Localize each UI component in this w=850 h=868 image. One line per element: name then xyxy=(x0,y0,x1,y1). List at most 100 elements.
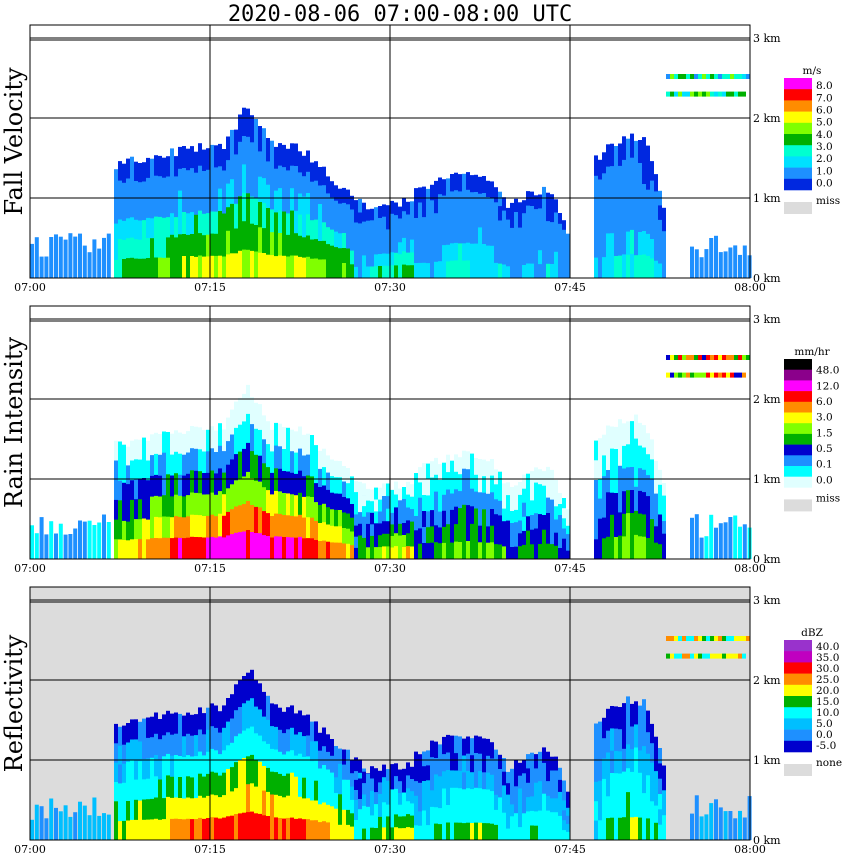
x-tick-label: 07:30 xyxy=(374,562,406,575)
precip-cell xyxy=(502,264,506,279)
precip-cell xyxy=(502,826,506,841)
precip-cell xyxy=(234,710,238,737)
precip-cell xyxy=(434,457,438,476)
precip-cell xyxy=(654,753,658,772)
precip-cell xyxy=(294,233,298,257)
precip-cell xyxy=(358,481,362,496)
precip-cell xyxy=(214,189,218,213)
legend-level-label: 0.0 xyxy=(816,474,833,486)
precip-cell xyxy=(238,760,242,788)
precip-cell xyxy=(490,229,494,247)
precip-cell xyxy=(502,508,506,522)
precip-cell xyxy=(266,536,270,560)
legend-missing-swatch xyxy=(784,764,812,776)
precip-cell xyxy=(198,188,202,212)
precip-cell xyxy=(122,163,126,184)
precip-cell xyxy=(654,510,658,527)
precip-cell xyxy=(242,249,246,279)
precip-cell xyxy=(278,729,282,753)
precip-cell xyxy=(514,826,518,841)
precip-cell xyxy=(386,769,390,782)
precip-cell xyxy=(494,247,498,264)
sample-strip-cell xyxy=(702,372,706,378)
precip-cell xyxy=(662,802,666,816)
precip-cell xyxy=(442,245,446,263)
precip-cell xyxy=(226,535,230,560)
precip-cell xyxy=(394,763,398,777)
precip-cell xyxy=(418,513,422,529)
precip-cell xyxy=(134,459,138,480)
precip-cell xyxy=(146,778,150,800)
precip-cell xyxy=(286,751,290,774)
precip-cell xyxy=(194,492,198,516)
precip-cell xyxy=(198,449,202,472)
precip-cell xyxy=(310,497,314,519)
precip-cell xyxy=(198,515,202,538)
precip-cell xyxy=(186,170,190,193)
precip-cell xyxy=(290,165,294,189)
precip-cell xyxy=(374,511,378,524)
x-tick-label: 07:00 xyxy=(14,843,46,856)
precip-cell xyxy=(566,233,570,242)
precip-cell xyxy=(114,782,118,802)
precip-cell xyxy=(346,824,350,841)
precip-cell xyxy=(634,209,638,233)
precip-cell xyxy=(174,537,178,560)
precip-cell xyxy=(330,181,334,198)
precip-cell xyxy=(406,494,410,508)
precip-cell xyxy=(210,726,214,750)
precip-cell xyxy=(126,723,130,743)
precip-cell xyxy=(634,140,638,165)
precip-cell xyxy=(290,210,294,234)
precip-cell xyxy=(650,762,654,783)
precip-cell xyxy=(386,241,390,255)
precip-cell xyxy=(142,799,146,821)
precip-cell xyxy=(538,810,542,826)
precip-cell xyxy=(358,267,362,279)
precip-cell xyxy=(638,445,642,469)
precip-cell xyxy=(382,802,386,816)
precip-cell xyxy=(394,265,398,279)
precip-cell xyxy=(562,528,566,540)
precip-cell xyxy=(514,772,518,787)
precip-cell xyxy=(406,265,410,279)
precip-cell xyxy=(206,494,210,517)
precip-cell xyxy=(338,248,342,264)
precip-cell xyxy=(642,137,646,162)
precip-cell xyxy=(438,808,442,825)
precip-cell xyxy=(234,253,238,279)
precip-cell xyxy=(322,802,326,822)
precip-cell xyxy=(178,168,182,192)
precip-cell xyxy=(146,238,150,259)
precip-cell xyxy=(410,779,414,792)
precip-cell xyxy=(598,780,602,801)
precip-cell xyxy=(622,491,626,515)
precip-cell xyxy=(446,228,450,246)
precip-cell xyxy=(366,773,370,786)
precip-cell xyxy=(158,176,162,198)
precip-cell xyxy=(390,512,394,525)
precip-cell xyxy=(234,480,238,507)
precip-cell xyxy=(306,256,310,279)
precip-cell xyxy=(470,506,474,525)
precip-cell xyxy=(630,749,634,773)
precip-cell xyxy=(482,227,486,245)
precip-cell xyxy=(542,217,546,233)
precip-cell xyxy=(450,509,454,527)
precip-cell xyxy=(210,748,214,773)
precip-cell xyxy=(602,257,606,279)
sample-strip-cell xyxy=(702,91,706,97)
precip-cell xyxy=(338,218,342,234)
precip-cell xyxy=(282,167,286,190)
precip-cell xyxy=(414,795,418,811)
precip-cell xyxy=(202,192,206,215)
precip-cell xyxy=(406,214,410,228)
precip-cell xyxy=(418,482,422,499)
drizzle-cell xyxy=(694,514,699,559)
precip-cell xyxy=(618,143,622,167)
sample-strip-cell xyxy=(666,355,670,360)
precip-cell xyxy=(334,746,338,763)
precip-cell xyxy=(138,479,142,500)
precip-cell xyxy=(534,467,538,484)
precip-cell xyxy=(602,455,606,477)
